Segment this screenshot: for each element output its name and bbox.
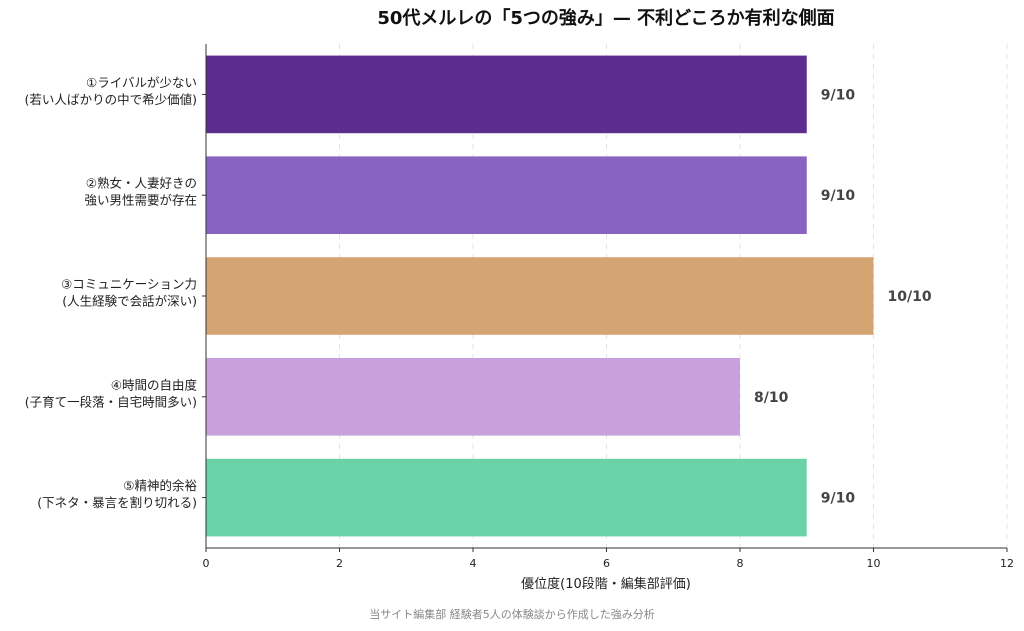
x-tick-label: 6 <box>603 557 610 570</box>
bar <box>206 257 874 335</box>
category-label: 強い男性需要が存在 <box>84 193 197 208</box>
x-tick-label: 10 <box>867 557 881 570</box>
bars <box>206 55 874 537</box>
x-tick-label: 2 <box>336 557 343 570</box>
x-tick-label: 12 <box>1000 557 1014 570</box>
category-label: (若い人ばかりの中で希少価値) <box>24 92 197 107</box>
value-labels: 9/10 9/10 10/10 8/10 9/10 <box>754 87 932 506</box>
category-label: (下ネタ・暴言を割り切れる) <box>37 495 197 510</box>
bar-value-label: 9/10 <box>821 188 856 204</box>
category-label: ③コミュニケーション力 <box>61 277 197 292</box>
category-label: ①ライバルが少ない <box>86 75 197 90</box>
chart-title: 50代メルレの「5つの強み」— 不利どころか有利な側面 <box>377 7 834 29</box>
x-tick-label: 4 <box>470 557 477 570</box>
category-labels: ①ライバルが少ない (若い人ばかりの中で希少価値) ②熟女・人妻好きの強い男性需要が… <box>24 75 206 510</box>
bar <box>206 55 807 134</box>
x-axis-title: 優位度(10段階・編集部評価) <box>521 576 691 592</box>
category-label: ②熟女・人妻好きの <box>86 176 197 191</box>
x-tick-label: 8 <box>737 557 744 570</box>
bar-value-label: 9/10 <box>821 87 856 103</box>
x-tick-label: 0 <box>203 557 210 570</box>
x-tick-labels: 0 2 4 6 8 10 12 <box>203 548 1014 570</box>
bar <box>206 357 740 436</box>
source-note: 当サイト編集部 経験者5人の体験談から作成した強み分析 <box>369 607 655 621</box>
category-label: ④時間の自由度 <box>111 377 198 392</box>
bar <box>206 156 807 235</box>
bar-value-label: 8/10 <box>754 390 789 406</box>
category-label: (人生経験で会話が深い) <box>62 294 197 309</box>
bar-value-label: 10/10 <box>888 289 932 305</box>
bar <box>206 458 807 537</box>
bar-value-label: 9/10 <box>821 491 856 507</box>
category-label: (子育て一段落・自宅時間多い) <box>25 394 197 409</box>
category-label: ⑤精神的余裕 <box>123 478 197 493</box>
